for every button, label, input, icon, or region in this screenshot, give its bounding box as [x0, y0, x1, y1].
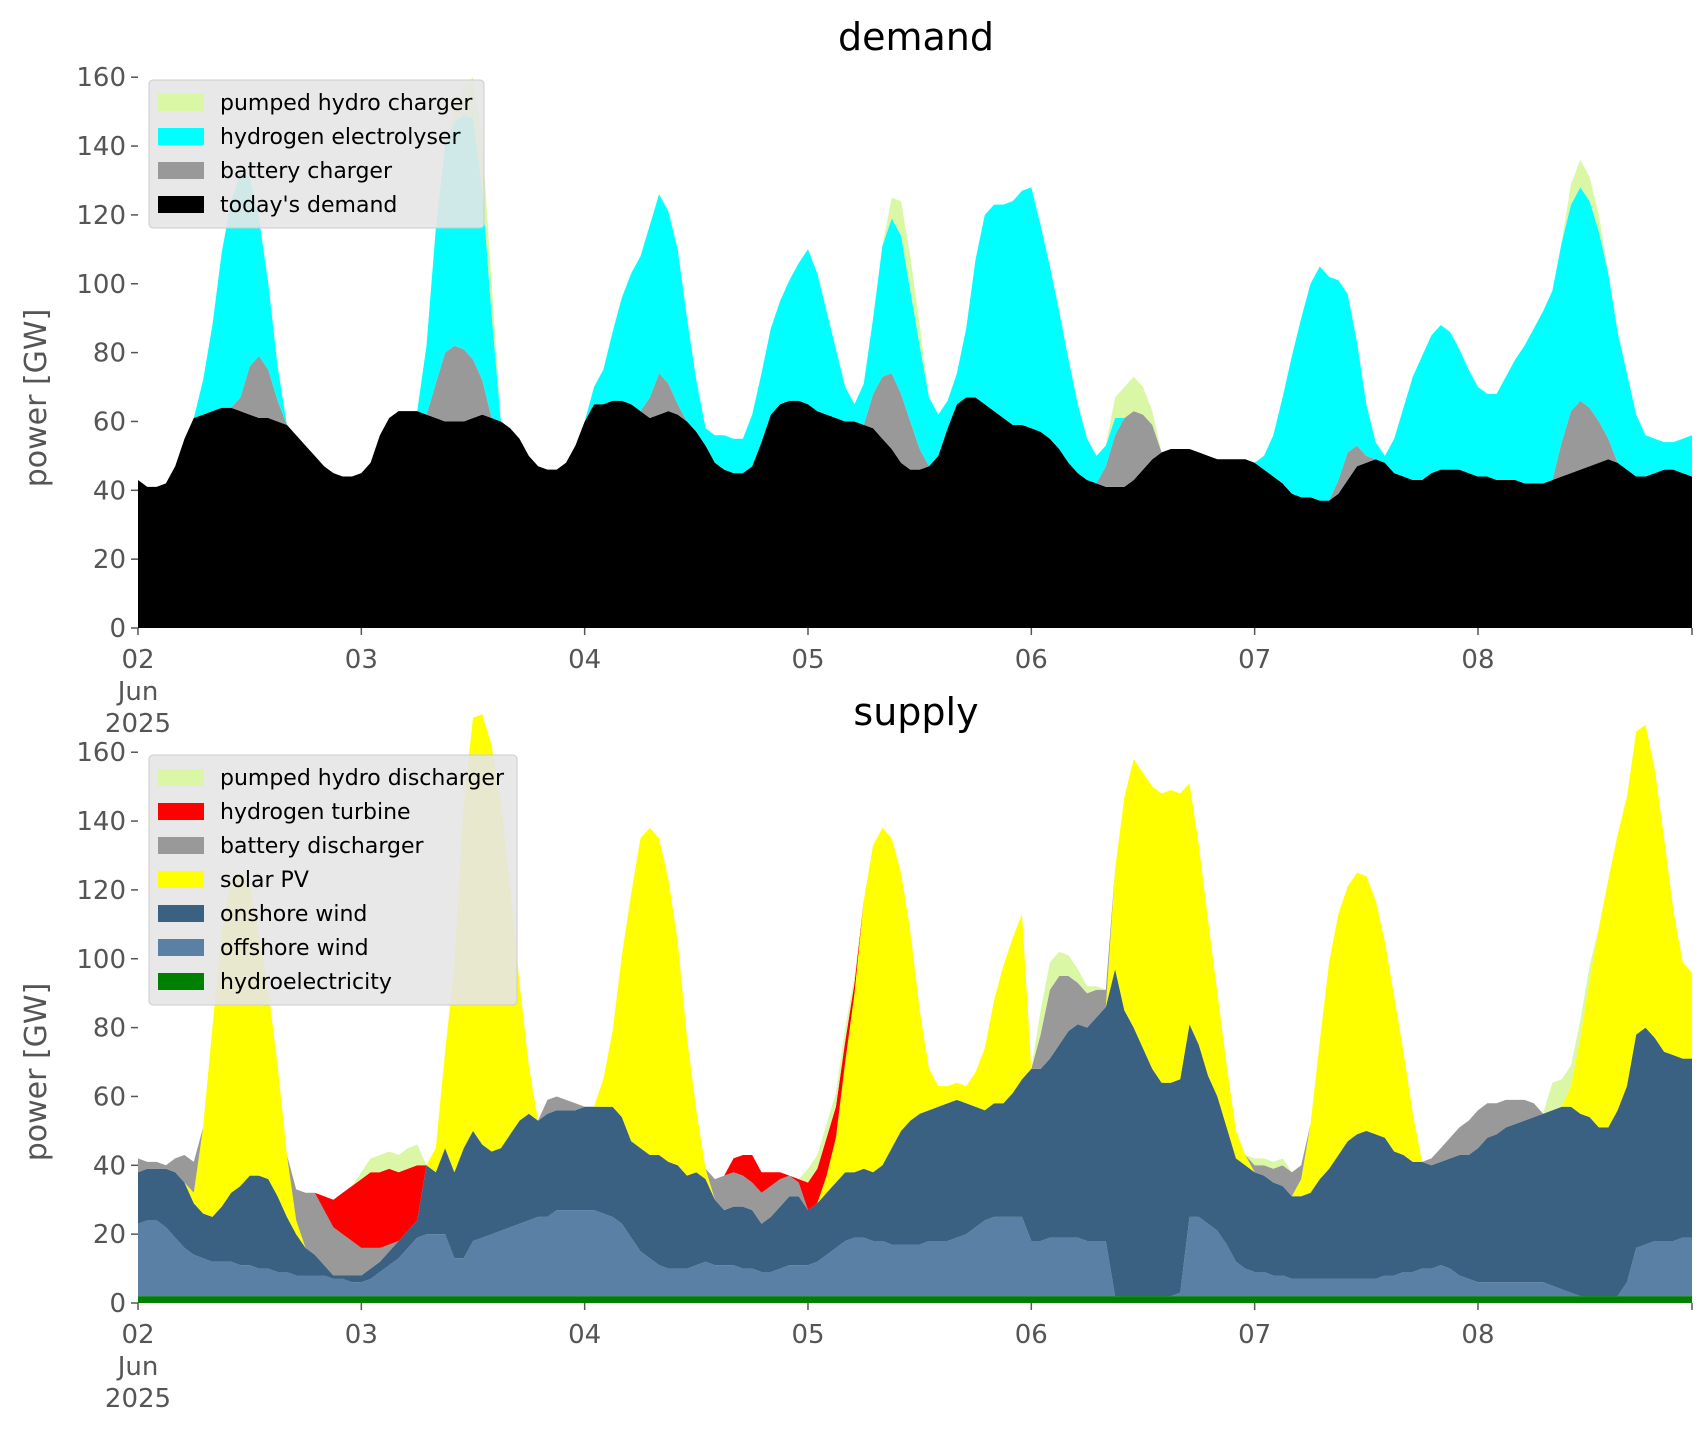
- legend-swatch-hydrogen-electrolyser: [158, 128, 204, 145]
- legend-label-onshore-wind: onshore wind: [220, 902, 367, 927]
- legend-label-battery-discharger: battery discharger: [220, 834, 425, 859]
- stacked-areas: [138, 77, 1692, 628]
- area-today-s-demand: [138, 397, 1692, 628]
- legend-box: [148, 754, 518, 1006]
- y-tick-label: 100: [76, 270, 126, 300]
- y-tick-label: 0: [109, 1289, 126, 1319]
- y-tick-label: 80: [93, 339, 126, 369]
- area-offshore-wind: [138, 1210, 1692, 1297]
- x-tick-sublabel: 2025: [105, 1384, 171, 1414]
- x-tick-label: 08: [1461, 1320, 1494, 1350]
- legend-label-pumped-hydro-charger: pumped hydro charger: [220, 91, 473, 116]
- legend-label-hydrogen-electrolyser: hydrogen electrolyser: [220, 125, 461, 150]
- panel-title: supply: [853, 690, 978, 734]
- y-tick-label: 140: [76, 132, 126, 162]
- area-onshore-wind: [138, 969, 1692, 1297]
- area-hydroelectricity: [138, 1296, 1692, 1303]
- y-tick-label: 120: [76, 201, 126, 231]
- x-tick-label: 06: [1015, 645, 1048, 675]
- y-tick-label: 120: [76, 876, 126, 906]
- legend: pumped hydro charger hydrogen electrolyse…: [148, 79, 485, 229]
- panel-title: demand: [838, 15, 994, 59]
- x-tick-label: 05: [791, 645, 824, 675]
- legend-label-pumped-hydro-discharger: pumped hydro discharger: [220, 766, 505, 791]
- x-tick-label: 06: [1015, 1320, 1048, 1350]
- y-tick-label: 160: [76, 738, 126, 768]
- legend-label-hydrogen-turbine: hydrogen turbine: [220, 800, 411, 825]
- legend-swatch-hydrogen-turbine: [158, 803, 204, 820]
- y-axis-label: power [GW]: [19, 983, 54, 1162]
- y-tick-label: 20: [93, 1220, 126, 1250]
- legend-swatch-pumped-hydro-discharger: [158, 769, 204, 786]
- legend-swatch-pumped-hydro-charger: [158, 94, 204, 111]
- x-tick-label: 03: [345, 1320, 378, 1350]
- legend-swatch-offshore-wind: [158, 939, 204, 956]
- legend-swatch-onshore-wind: [158, 905, 204, 922]
- x-tick-label: 08: [1461, 645, 1494, 675]
- x-tick-label: 03: [345, 645, 378, 675]
- x-tick-label: 04: [568, 645, 601, 675]
- area-hydrogen-electrolyser: [138, 115, 1692, 501]
- y-tick-label: 40: [93, 476, 126, 506]
- x-tick-label: 07: [1238, 645, 1271, 675]
- y-tick-label: 40: [93, 1151, 126, 1181]
- legend-swatch-battery-charger: [158, 162, 204, 179]
- x-tick-sublabel: 2025: [105, 709, 171, 739]
- legend-box: [148, 79, 485, 229]
- x-tick-sublabel: Jun: [116, 677, 159, 707]
- area-solar-pv: [138, 714, 1692, 1276]
- x-tick-label: 07: [1238, 1320, 1271, 1350]
- legend: pumped hydro discharger hydrogen turbine b…: [148, 754, 518, 1006]
- y-tick-label: 160: [76, 63, 126, 93]
- y-tick-label: 60: [93, 1082, 126, 1112]
- y-tick-label: 80: [93, 1014, 126, 1044]
- x-tick-label: 05: [791, 1320, 824, 1350]
- x-tick-label: 04: [568, 1320, 601, 1350]
- legend-label-battery-charger: battery charger: [220, 159, 393, 184]
- legend-label-today-s-demand: today's demand: [220, 193, 397, 218]
- legend-swatch-battery-discharger: [158, 837, 204, 854]
- legend-swatch-hydroelectricity: [158, 973, 204, 990]
- demand-panel: demand power [GW] 0204060801001201401600…: [19, 15, 1693, 739]
- y-tick-label: 60: [93, 407, 126, 437]
- legend-swatch-solar-pv: [158, 871, 204, 888]
- y-tick-label: 20: [93, 545, 126, 575]
- legend-label-offshore-wind: offshore wind: [220, 936, 369, 961]
- legend-swatch-today-s-demand: [158, 196, 204, 213]
- supply-panel: supply power [GW] 0204060801001201401600…: [19, 690, 1693, 1414]
- x-tick-sublabel: Jun: [116, 1352, 159, 1382]
- stacked-areas: [138, 714, 1692, 1303]
- legend-label-hydroelectricity: hydroelectricity: [220, 970, 392, 995]
- y-tick-label: 0: [109, 614, 126, 644]
- y-tick-label: 140: [76, 807, 126, 837]
- x-tick-label: 02: [121, 645, 154, 675]
- legend-label-solar-pv: solar PV: [220, 868, 309, 893]
- y-axis-label: power [GW]: [19, 309, 54, 488]
- y-tick-label: 100: [76, 945, 126, 975]
- x-tick-label: 02: [121, 1320, 154, 1350]
